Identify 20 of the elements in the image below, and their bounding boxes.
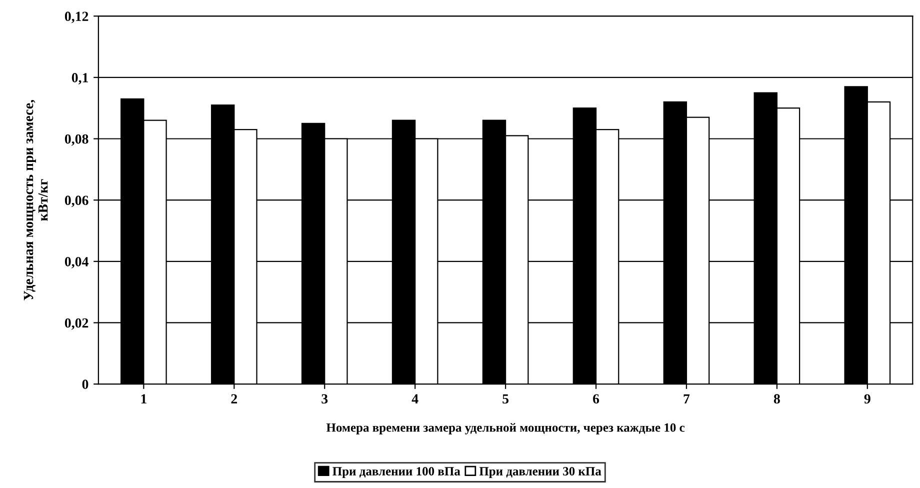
x-tick-label: 5 xyxy=(502,394,509,404)
y-axis-title: Удельная мощность при замесе, кВт/кг xyxy=(24,100,48,300)
y-tick-label: 0,1 xyxy=(72,73,88,84)
x-tick-label: 1 xyxy=(141,394,146,404)
y-tick-label: 0,06 xyxy=(64,196,88,208)
x-axis-title: Номера времени замера удельной мощности, через каждые 10 с xyxy=(326,423,685,434)
x-tick-label: 8 xyxy=(774,394,780,404)
x-tick-label: 7 xyxy=(684,394,690,404)
x-tick-label: 2 xyxy=(231,394,238,404)
y-tick-label: 0,12 xyxy=(64,12,88,24)
x-tick-label: 4 xyxy=(412,394,418,404)
y-tick-label: 0,08 xyxy=(64,134,88,146)
x-tick-label: 9 xyxy=(864,394,870,404)
x-tick-label: 6 xyxy=(593,394,600,404)
legend-label: При давлении 30 кПа xyxy=(479,467,602,478)
y-tick-label: 0,04 xyxy=(64,256,88,268)
legend-label: При давлении 100 вПа xyxy=(332,467,460,478)
x-tick-label: 3 xyxy=(322,394,328,404)
y-tick-label: 0 xyxy=(82,380,88,390)
y-tick-label: 0,02 xyxy=(64,318,88,330)
